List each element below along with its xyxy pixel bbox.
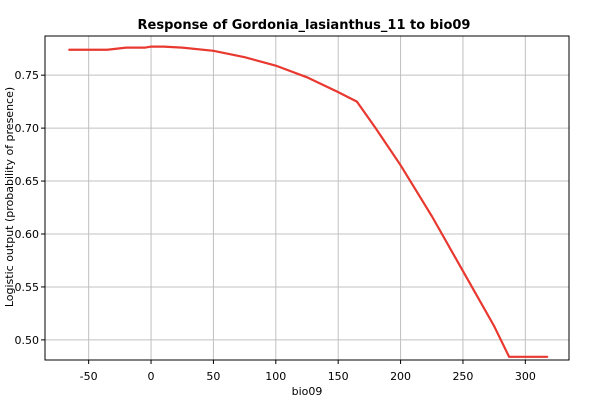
plot-frame	[44, 35, 570, 361]
x-tick-label: 200	[390, 370, 411, 383]
data-point	[244, 56, 246, 58]
data-point	[431, 215, 433, 217]
data-point	[106, 49, 108, 51]
data-point	[375, 127, 377, 129]
grid-layer	[45, 36, 569, 360]
x-tick-label: 150	[328, 370, 349, 383]
tick-layer: -50 0 50 100 150 200 250 300 0.50 0.55 0.60 0.65 0.7…	[15, 69, 536, 383]
data-point	[462, 270, 464, 272]
x-tick-label: -50	[80, 370, 98, 383]
data-point	[356, 101, 358, 103]
data-point	[306, 76, 308, 78]
data-point	[524, 356, 526, 358]
data-point	[162, 45, 165, 48]
data-point	[275, 65, 277, 67]
data-point	[508, 356, 510, 358]
y-tick-label: 0.70	[15, 122, 40, 135]
y-axis-label: Logistic output (probability of presence…	[3, 87, 16, 307]
y-tick-label: 0.55	[15, 281, 40, 294]
response-curve	[68, 45, 548, 358]
data-point	[144, 47, 146, 49]
x-tick-label: 0	[148, 370, 155, 383]
data-point	[547, 356, 549, 358]
series-layer	[68, 45, 549, 358]
x-tick-label: 300	[515, 370, 536, 383]
x-tick-label: 100	[265, 370, 286, 383]
x-tick-label: 50	[206, 370, 220, 383]
data-point	[125, 47, 127, 49]
y-tick-label: 0.65	[15, 175, 40, 188]
data-point	[68, 49, 70, 51]
data-point	[150, 45, 152, 48]
chart-title: Response of Gordonia_lasianthus_11 to bi…	[138, 18, 471, 33]
data-point	[337, 91, 339, 93]
data-point	[212, 50, 215, 52]
data-point	[181, 47, 183, 49]
x-axis-label: bio09	[292, 385, 323, 398]
x-tick-label: 250	[452, 370, 473, 383]
data-point	[493, 325, 495, 327]
y-tick-label: 0.50	[15, 334, 40, 347]
data-point	[399, 164, 402, 166]
y-tick-label: 0.60	[15, 228, 40, 241]
y-tick-label: 0.75	[15, 69, 40, 82]
